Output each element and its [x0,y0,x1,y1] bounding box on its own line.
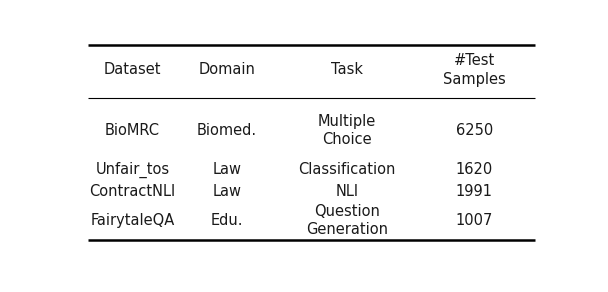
Text: ContractNLI: ContractNLI [89,184,176,199]
Text: 1007: 1007 [455,213,493,228]
Text: Question
Generation: Question Generation [306,204,388,237]
Text: #Test
Samples: #Test Samples [443,53,505,87]
Text: Task: Task [331,62,363,77]
Text: 6250: 6250 [455,123,493,138]
Text: Law: Law [212,162,241,178]
Text: 1991: 1991 [455,184,492,199]
Text: 1620: 1620 [455,162,493,178]
Text: Biomed.: Biomed. [197,123,257,138]
Text: Multiple
Choice: Multiple Choice [318,114,376,147]
Text: Edu.: Edu. [210,213,243,228]
Text: NLI: NLI [336,184,359,199]
Text: Law: Law [212,184,241,199]
Text: FairytaleQA: FairytaleQA [91,213,174,228]
Text: BioMRC: BioMRC [105,123,160,138]
Text: Domain: Domain [198,62,255,77]
Text: Unfair_tos: Unfair_tos [95,162,170,178]
Text: Dataset: Dataset [104,62,161,77]
Text: Classification: Classification [299,162,396,178]
